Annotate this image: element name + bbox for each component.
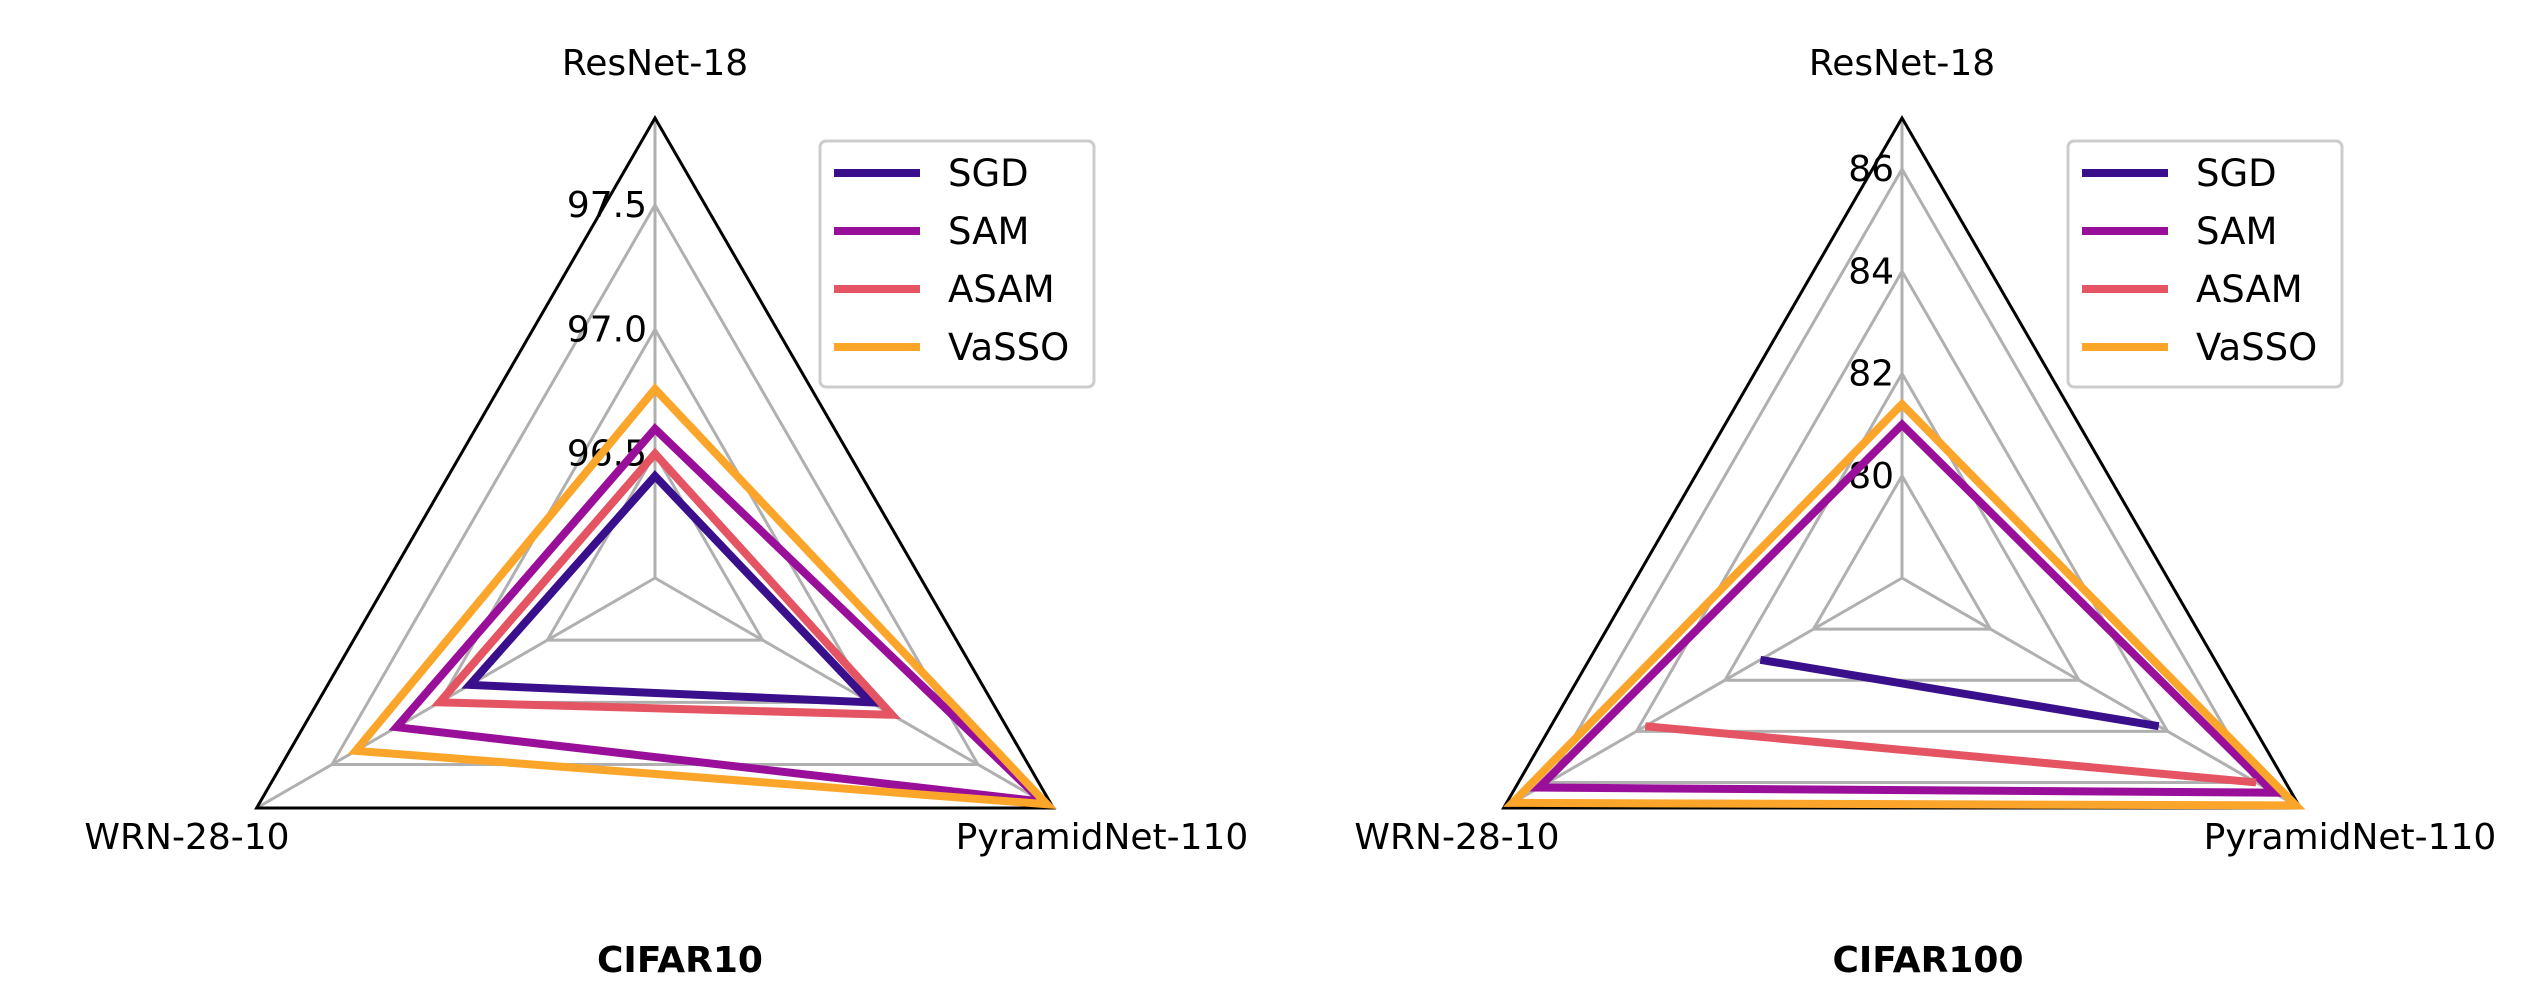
legend-label-sam: SAM (948, 210, 1029, 253)
legend-label-vasso: VaSSO (2196, 326, 2317, 369)
grid-ring-96-5 (544, 450, 766, 642)
legend-label-sgd: SGD (2196, 152, 2277, 195)
spoke-pyramidnet-110 (1901, 576, 2302, 810)
radial-tick-labels: 96.597.097.5 (567, 185, 647, 475)
series-lines (1503, 398, 2306, 810)
axis-label-pyramidnet-110: PyramidNet-110 (2204, 817, 2497, 858)
chart-title-cifar100: CIFAR100 (1832, 940, 2023, 981)
grid-ring-84 (1633, 268, 2171, 733)
legend-label-asam: ASAM (2196, 268, 2303, 311)
series-vasso (347, 382, 1057, 810)
tick-label: 97.5 (567, 185, 647, 226)
legend: SGD SAM ASAM VaSSO (2066, 139, 2344, 389)
grid-ring-97-5 (329, 202, 981, 766)
series-sam (388, 423, 1054, 808)
tick-label: 97.0 (567, 309, 647, 350)
series-asam (1644, 722, 2257, 787)
tick-label: 86 (1848, 149, 1894, 190)
chart-title-cifar10: CIFAR10 (597, 940, 763, 981)
tick-label: 84 (1848, 251, 1894, 292)
legend-box (818, 139, 1096, 389)
series-asam (431, 447, 902, 720)
axis-label-pyramidnet-110: PyramidNet-110 (956, 817, 1249, 858)
tick-label: 82 (1848, 354, 1894, 395)
legend-label-vasso: VaSSO (948, 326, 1069, 369)
spoke-wrn-28-10 (1502, 576, 1903, 810)
series-sam (1529, 419, 2284, 797)
grid-ring-80 (1810, 472, 1994, 631)
axis-label-resnet-18: ResNet-18 (562, 43, 748, 84)
legend: SGD SAM ASAM VaSSO (818, 139, 1096, 389)
series-sgd (461, 470, 881, 707)
grid-ring-86 (1545, 166, 2259, 784)
radar-frame (254, 115, 1056, 810)
legend-label-asam: ASAM (948, 268, 1055, 311)
series-vasso (1503, 398, 2306, 810)
legend-box (2066, 139, 2344, 389)
spoke-wrn-28-10 (255, 576, 656, 810)
legend-label-sgd: SGD (948, 152, 1029, 195)
outer-frame (254, 115, 1056, 810)
series-sgd (1759, 655, 2160, 731)
axis-label-resnet-18: ResNet-18 (1809, 43, 1995, 84)
legend-label-sam: SAM (2196, 210, 2277, 253)
axis-label-wrn-28-10: WRN-28-10 (1354, 817, 1559, 858)
spoke-pyramidnet-110 (654, 576, 1055, 810)
axis-label-wrn-28-10: WRN-28-10 (84, 817, 289, 858)
series-lines (347, 382, 1057, 810)
radar-chart-cifar10: 96.597.097.5 ResNet-18 WRN-28-10 Pyramid… (84, 43, 1248, 981)
